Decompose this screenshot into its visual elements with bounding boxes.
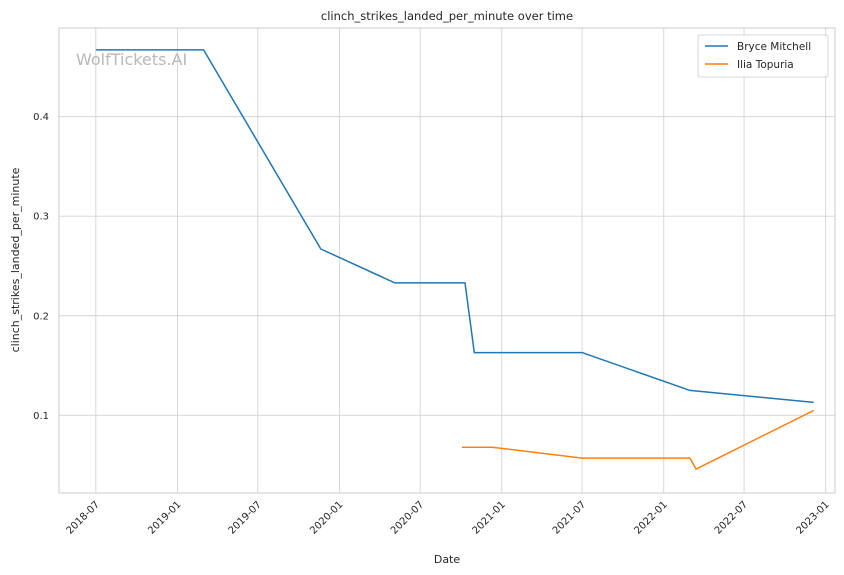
series-line-bryce-mitchell: [95, 49, 814, 404]
x-axis-label: Date: [434, 553, 461, 566]
legend-label-bryce-mitchell: Bryce Mitchell: [737, 41, 811, 53]
chart-title: clinch_strikes_landed_per_minute over ti…: [321, 9, 573, 23]
legend-box: [697, 34, 829, 78]
series-lines: [95, 49, 815, 470]
x-tick-label: 2023-01: [794, 499, 831, 536]
series-line-ilia-topuria: [461, 409, 815, 470]
x-tick-label: 2021-01: [471, 499, 508, 536]
x-tick-label: 2019-01: [146, 499, 183, 536]
grid: [59, 28, 835, 493]
x-tick-label: 2020-01: [308, 499, 345, 536]
legend-label-ilia-topuria: Ilia Topuria: [737, 59, 794, 71]
x-tick-label: 2020-07: [389, 499, 426, 536]
y-tick-label: 0.1: [33, 411, 49, 422]
y-tick-label: 0.3: [33, 212, 49, 223]
y-axis-label: clinch_strikes_landed_per_minute: [9, 167, 22, 352]
x-tick-label: 2018-07: [65, 499, 102, 536]
legend: Bryce Mitchell Ilia Topuria: [697, 34, 829, 78]
tick-labels: 2018-07 2019-01 2019-07 2020-01 2020-07 2021-…: [33, 112, 832, 537]
y-tick-label: 0.4: [33, 112, 49, 123]
plot-frame: [58, 27, 836, 494]
x-tick-label: 2022-01: [633, 499, 670, 536]
watermark: WolfTickets.AI: [76, 50, 187, 69]
y-tick-label: 0.2: [33, 311, 49, 322]
x-tick-label: 2019-07: [227, 499, 264, 536]
x-tick-label: 2021-07: [551, 499, 588, 536]
x-tick-label: 2022-07: [713, 499, 750, 536]
